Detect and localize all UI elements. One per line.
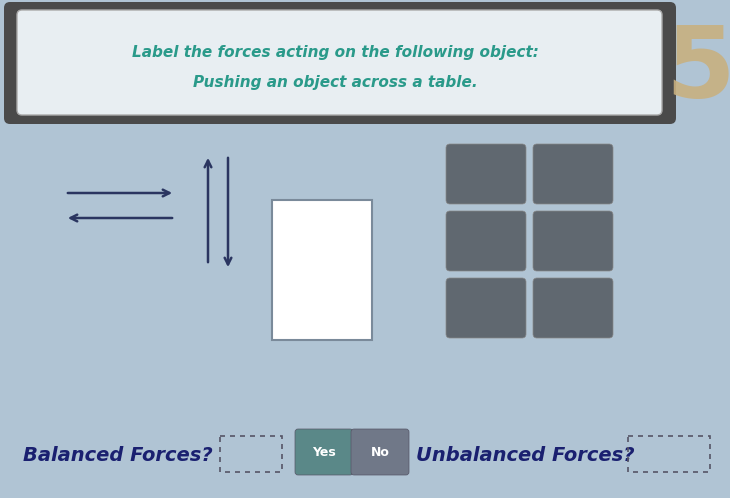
FancyBboxPatch shape [533, 211, 613, 271]
Text: Yes: Yes [312, 446, 336, 459]
FancyBboxPatch shape [446, 211, 526, 271]
FancyBboxPatch shape [17, 10, 662, 115]
Text: Pushing an object across a table.: Pushing an object across a table. [193, 75, 477, 90]
FancyBboxPatch shape [351, 429, 409, 475]
FancyBboxPatch shape [533, 144, 613, 204]
FancyBboxPatch shape [533, 278, 613, 338]
Text: Label the forces acting on the following object:: Label the forces acting on the following… [131, 44, 539, 59]
FancyBboxPatch shape [4, 2, 676, 124]
FancyBboxPatch shape [446, 144, 526, 204]
Bar [272, 200, 372, 340]
FancyBboxPatch shape [295, 429, 353, 475]
Text: 5: 5 [665, 21, 730, 119]
FancyBboxPatch shape [446, 278, 526, 338]
Text: Unbalanced Forces?: Unbalanced Forces? [415, 446, 634, 465]
Bar [220, 436, 282, 472]
Text: No: No [371, 446, 389, 459]
Text: Balanced Forces?: Balanced Forces? [23, 446, 213, 465]
Bar [628, 436, 710, 472]
